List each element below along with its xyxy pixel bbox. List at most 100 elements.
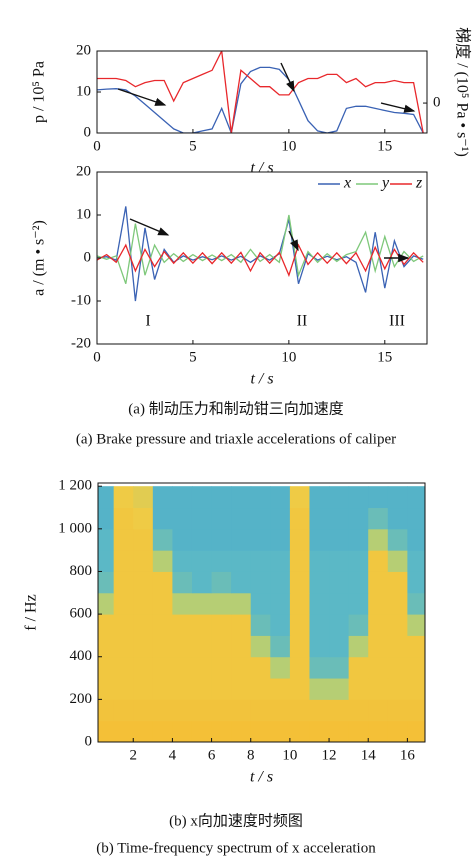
- heat-cell: [289, 550, 310, 572]
- heat-cell: [231, 720, 252, 742]
- heat-cell: [368, 699, 389, 722]
- heat-cell: [329, 678, 350, 700]
- heat-cell: [309, 614, 330, 636]
- heat-cell: [152, 699, 173, 722]
- heat-cell: [172, 635, 193, 658]
- heat-cell: [368, 571, 389, 594]
- heat-cell: [289, 656, 310, 679]
- heat-cell: [211, 528, 232, 551]
- heat-cell: [250, 678, 271, 700]
- heat-cell: [152, 486, 173, 509]
- heat-cell: [368, 614, 389, 636]
- heat-cell: [133, 571, 154, 594]
- heat-cell: [407, 614, 425, 636]
- y-tick-label: 1 200: [58, 478, 92, 494]
- y-tick-label: 600: [70, 606, 93, 622]
- heat-cell: [152, 656, 173, 679]
- heat-cell: [98, 614, 115, 636]
- data-line: [97, 51, 424, 133]
- heat-cell: [211, 550, 232, 572]
- arrow: [288, 230, 299, 252]
- heat-cell: [98, 486, 115, 509]
- heat-cell: [98, 635, 115, 658]
- heat-cell: [387, 656, 408, 679]
- heat-cell: [113, 699, 134, 722]
- heat-cell: [172, 507, 193, 530]
- heat-cell: [152, 635, 173, 658]
- heat-cell: [191, 635, 213, 658]
- heat-cell: [329, 656, 350, 679]
- heat-cell: [368, 635, 389, 658]
- heat-cell: [113, 614, 134, 636]
- heat-cell: [211, 699, 232, 722]
- heat-cell: [231, 678, 252, 700]
- heat-cell: [329, 528, 350, 551]
- caption: (a) 制动压力和制动钳三向加速度: [128, 400, 343, 417]
- heat-cell: [309, 592, 330, 615]
- heat-cell: [270, 635, 291, 658]
- heat-cell: [407, 507, 425, 530]
- x-tick-label: 15: [377, 349, 392, 365]
- y-tick-label: 0: [85, 733, 93, 749]
- y-tick-label: 20: [76, 42, 91, 58]
- heat-cell: [231, 550, 252, 572]
- heat-cell: [250, 550, 271, 572]
- heat-cell: [152, 678, 173, 700]
- heat-cell: [250, 720, 271, 742]
- heat-cell: [98, 656, 115, 679]
- heat-cell: [98, 592, 115, 615]
- heat-cell: [211, 614, 232, 636]
- heat-cell: [231, 656, 252, 679]
- plot-frame: [96, 50, 428, 134]
- legend-label: x: [343, 175, 351, 192]
- heat-cell: [113, 678, 134, 700]
- heat-cell: [211, 678, 232, 700]
- heat-cell: [250, 614, 271, 636]
- heat-cell: [250, 571, 271, 594]
- heat-cell: [289, 486, 310, 509]
- heat-cell: [329, 720, 350, 742]
- heat-cell: [152, 507, 173, 530]
- legend-label: z: [415, 175, 423, 192]
- heat-cell: [309, 486, 330, 509]
- y-tick-label: 0: [84, 249, 92, 265]
- heat-cell: [211, 592, 232, 615]
- heat-cell: [309, 656, 330, 679]
- heat-cell: [407, 571, 425, 594]
- heat-cell: [387, 571, 408, 594]
- data-line: [97, 214, 424, 285]
- heat-cell: [368, 528, 389, 551]
- heat-cell: [289, 571, 310, 594]
- heat-cell: [348, 678, 369, 700]
- heat-cell: [270, 614, 291, 636]
- heat-cell: [211, 486, 232, 509]
- caption: (b) Time-frequency spectrum of x acceler…: [96, 840, 376, 856]
- heat-cell: [172, 592, 193, 615]
- heat-cell: [152, 614, 173, 636]
- heat-cell: [231, 614, 252, 636]
- heat-cell: [348, 592, 369, 615]
- heat-cell: [289, 507, 310, 530]
- heat-cell: [231, 507, 252, 530]
- heat-cell: [172, 678, 193, 700]
- heat-cell: [329, 486, 350, 509]
- heat-cell: [270, 550, 291, 572]
- y-tick-label: 1 000: [58, 520, 92, 536]
- heat-cell: [191, 486, 213, 509]
- heat-cell: [98, 550, 115, 572]
- heat-cell: [113, 592, 134, 615]
- heat-cell: [387, 550, 408, 572]
- heat-cell: [250, 699, 271, 722]
- plot-frame: [97, 482, 426, 743]
- heat-cell: [368, 507, 389, 530]
- heat-cell: [211, 507, 232, 530]
- heat-cell: [191, 656, 213, 679]
- heat-cell: [407, 720, 425, 742]
- heat-cell: [250, 486, 271, 509]
- heat-cell: [289, 592, 310, 615]
- heat-cell: [191, 550, 213, 572]
- plot-area: [98, 486, 425, 742]
- heat-cell: [329, 571, 350, 594]
- heat-cell: [113, 656, 134, 679]
- heat-cell: [309, 678, 330, 700]
